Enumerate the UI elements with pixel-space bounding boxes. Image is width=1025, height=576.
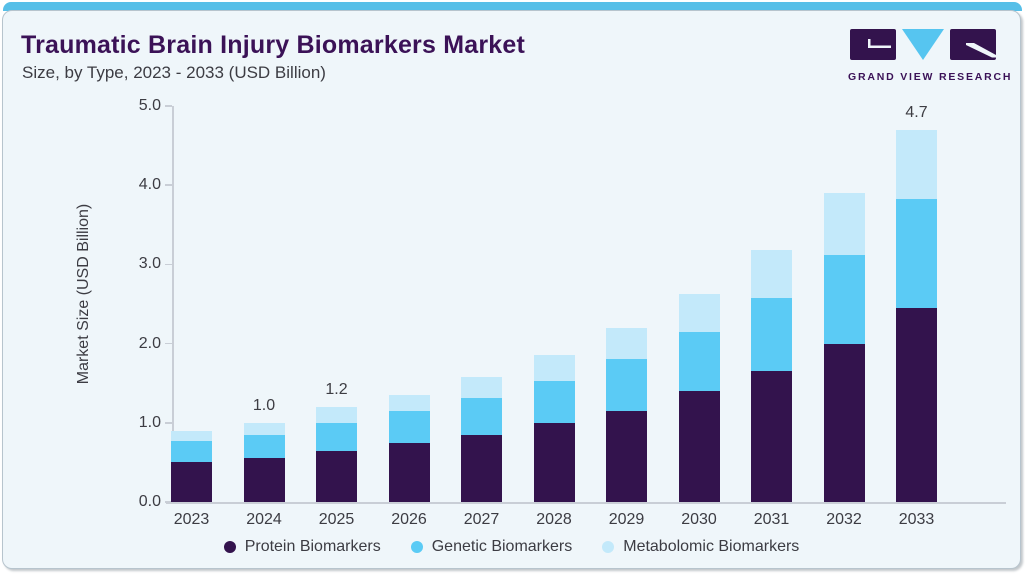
legend-dot-icon <box>223 541 236 553</box>
legend-item-genetic-biomarkers: Genetic Biomarkers <box>410 538 573 556</box>
bar-segment-2029-metabolomic-biomarkers <box>606 327 647 360</box>
chart-legend: Protein Biomarkers Genetic Biomarkers Meta… <box>3 538 1020 556</box>
x-tick-label-2023: 2023 <box>173 511 210 528</box>
y-tick-label: 1.0 <box>138 413 161 431</box>
legend-dot-icon <box>410 541 423 553</box>
x-tick-label-2027: 2027 <box>463 511 500 528</box>
y-tick-label: 3.0 <box>138 255 161 273</box>
bar-segment-2024-genetic-biomarkers <box>243 434 285 459</box>
bar-segment-2028-metabolomic-biomarkers <box>533 355 575 381</box>
gvr-logo-text: GRAND VIEW RESEARCH <box>848 71 1013 83</box>
bar-value-label-2024: 1.0 <box>252 396 276 414</box>
bar-segment-2030-metabolomic-biomarkers <box>678 293 720 332</box>
bar-segment-2027-metabolomic-biomarkers <box>461 376 502 399</box>
bar-segment-2026-metabolomic-biomarkers <box>388 395 430 411</box>
chart-title: Traumatic Brain Injury Biomarkers Market <box>21 31 526 59</box>
y-tick-mark <box>165 184 172 186</box>
bar-2031 <box>751 250 792 502</box>
legend-item-metabolomic-biomarkers: Metabolomic Biomarkers <box>602 538 799 556</box>
bar-segment-2033-metabolomic-biomarkers <box>896 129 937 200</box>
bar-segment-2023-genetic-biomarkers <box>171 441 212 463</box>
bar-segment-2030-protein-biomarkers <box>678 391 720 502</box>
chart-card: Traumatic Brain Injury Biomarkers Market… <box>2 10 1021 569</box>
legend-label: Protein Biomarkers <box>244 538 381 555</box>
legend-dot-icon <box>602 541 615 553</box>
bar-segment-2032-genetic-biomarkers <box>823 254 865 344</box>
bar-2028 <box>533 355 575 502</box>
top-accent-bar <box>3 2 1022 11</box>
bar-segment-2032-metabolomic-biomarkers <box>823 193 865 255</box>
bar-2023 <box>171 430 212 502</box>
y-tick-mark <box>165 422 172 424</box>
bar-segment-2024-metabolomic-biomarkers <box>243 422 285 435</box>
bar-value-label-2033: 4.7 <box>905 103 928 121</box>
x-tick-label-2030: 2030 <box>681 511 717 528</box>
y-tick-mark <box>165 105 172 107</box>
y-tick-label: 4.0 <box>138 176 161 194</box>
stacked-bar-chart: 0.0 1.0 2.0 3.0 4.0 5.0 Market Size (USD Billi… <box>3 11 1020 568</box>
legend-label: Genetic Biomarkers <box>431 538 573 555</box>
bar-2030 <box>678 293 720 502</box>
x-tick-label-2026: 2026 <box>391 511 427 528</box>
x-tick-label-2025: 2025 <box>318 511 355 528</box>
gvr-logo-icon <box>850 29 996 60</box>
bar-segment-2029-protein-biomarkers <box>606 410 647 502</box>
chart-subtitle: Size, by Type, 2023 - 2033 (USD Billion) <box>22 63 326 82</box>
y-axis-title: Market Size (USD Billion) <box>75 203 92 385</box>
bar-segment-2030-genetic-biomarkers <box>678 331 720 392</box>
legend-label: Metabolomic Biomarkers <box>623 538 800 555</box>
bar-segment-2024-protein-biomarkers <box>243 458 285 502</box>
bar-2026 <box>388 395 430 502</box>
grand-view-research-logo: GRAND VIEW RESEARCH <box>848 27 1013 83</box>
bar-2025 <box>316 406 357 502</box>
y-tick-label: 2.0 <box>138 334 161 352</box>
x-tick-label-2029: 2029 <box>608 511 645 528</box>
bar-2029 <box>606 327 647 502</box>
bar-segment-2031-protein-biomarkers <box>751 371 792 502</box>
bar-2024 <box>243 422 285 502</box>
y-tick-mark <box>165 342 172 345</box>
bar-segment-2023-protein-biomarkers <box>171 462 212 502</box>
bar-segment-2026-genetic-biomarkers <box>388 410 430 443</box>
bar-segment-2027-genetic-biomarkers <box>461 398 502 435</box>
x-axis-line <box>166 502 1006 504</box>
bar-segment-2028-genetic-biomarkers <box>533 380 575 423</box>
bar-segment-2033-genetic-biomarkers <box>896 199 937 308</box>
bar-2032 <box>823 193 865 502</box>
bar-segment-2027-protein-biomarkers <box>461 434 502 502</box>
x-tick-label-2033: 2033 <box>898 511 935 528</box>
y-tick-mark <box>165 501 172 503</box>
bar-segment-2026-protein-biomarkers <box>388 442 430 502</box>
bar-2033 <box>896 129 937 502</box>
bar-2027 <box>461 376 502 502</box>
bar-segment-2025-protein-biomarkers <box>316 450 357 502</box>
y-axis-line <box>172 106 174 502</box>
x-tick-label-2024: 2024 <box>246 511 282 528</box>
x-tick-label-2031: 2031 <box>753 511 790 528</box>
bar-segment-2033-protein-biomarkers <box>896 307 937 502</box>
x-tick-label-2028: 2028 <box>536 511 572 528</box>
bar-segment-2025-metabolomic-biomarkers <box>316 406 357 423</box>
bar-segment-2028-protein-biomarkers <box>533 422 575 502</box>
bar-segment-2023-metabolomic-biomarkers <box>171 430 212 441</box>
bar-segment-2031-genetic-biomarkers <box>751 297 792 372</box>
bar-segment-2025-genetic-biomarkers <box>316 422 357 451</box>
bar-segment-2029-genetic-biomarkers <box>606 359 647 411</box>
y-tick-mark <box>165 263 172 266</box>
bar-segment-2032-protein-biomarkers <box>823 343 865 502</box>
x-tick-label-2032: 2032 <box>826 511 862 528</box>
y-tick-label: 5.0 <box>138 97 161 114</box>
bar-value-label-2025: 1.2 <box>325 380 348 398</box>
y-tick-label: 0.0 <box>138 493 161 510</box>
bar-segment-2031-metabolomic-biomarkers <box>751 250 792 298</box>
legend-item-protein-biomarkers: Protein Biomarkers <box>223 538 381 556</box>
